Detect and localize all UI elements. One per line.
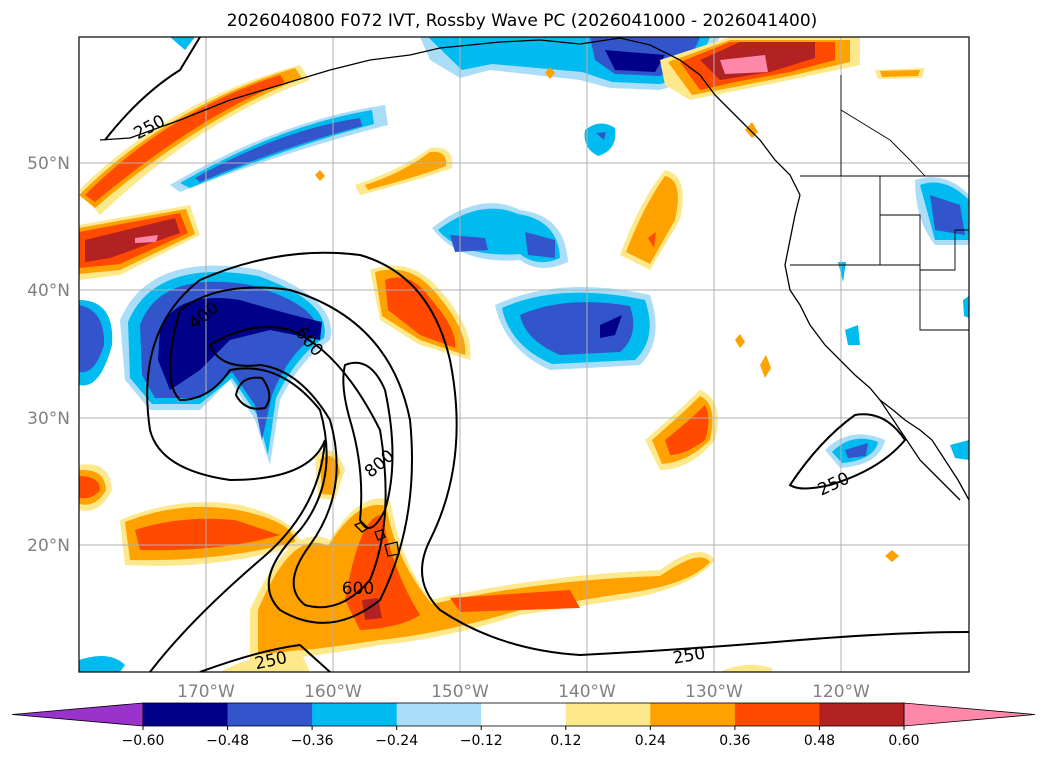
colorbar-bin <box>143 703 229 726</box>
negative-anomaly-region <box>584 123 616 156</box>
contour-250-baja <box>788 413 907 490</box>
coastlines <box>99 37 969 557</box>
longitude-labels: 170°W 160°W 150°W 140°W 130°W 120°W <box>177 682 870 702</box>
colorbar-extend-max <box>903 702 1036 727</box>
contour-250-pacific <box>199 643 331 672</box>
positive-anomaly-region <box>345 515 580 630</box>
contour-250 <box>104 37 201 141</box>
lon-tick-label: 170°W <box>177 682 235 702</box>
contour-800 <box>342 361 394 529</box>
colorbar-tick-label: 0.48 <box>804 733 835 749</box>
negative-anomaly-region <box>600 315 622 338</box>
lat-tick-label: 40°N <box>27 281 70 301</box>
contour-600 <box>208 326 387 609</box>
colorbar-tick-label: 0.24 <box>635 733 666 749</box>
colorbar-tick-label: 0.60 <box>888 733 919 749</box>
lat-tick-label: 20°N <box>27 536 70 556</box>
colorbar-tick-label: −0.60 <box>122 733 165 749</box>
positive-anomaly-region <box>79 476 100 499</box>
contour-400 <box>169 286 413 624</box>
colorbar-tick-label: −0.48 <box>206 733 249 749</box>
negative-anomaly-region <box>79 656 125 672</box>
positive-anomaly-region <box>135 518 280 551</box>
positive-anomaly-region <box>135 235 158 243</box>
colorbar-bin <box>650 703 736 726</box>
positive-anomaly-region <box>85 218 180 262</box>
map-panel: 250 250 400 600 800 600 250 250 <box>78 36 970 673</box>
negative-anomaly-region <box>930 195 965 235</box>
negative-anomaly-region <box>170 37 195 50</box>
colorbar-bin <box>227 703 313 726</box>
positive-anomaly-region <box>220 650 772 672</box>
alaska-coastline <box>99 37 801 196</box>
map-gridlines <box>79 37 969 672</box>
positive-anomaly-region <box>79 68 302 208</box>
contour-lines <box>104 37 969 672</box>
colorbar-tick-label: −0.12 <box>460 733 503 749</box>
colorbar-tick-label: 0.36 <box>719 733 750 749</box>
map-frame <box>78 36 970 673</box>
lon-tick-label: 130°W <box>685 682 743 702</box>
colorbar-bin <box>481 703 567 726</box>
negative-anomaly-region <box>79 305 105 373</box>
contour-label: 600 <box>342 579 374 599</box>
colorbar-bin <box>734 703 820 726</box>
negative-anomaly-region <box>195 118 362 182</box>
positive-anomaly-region <box>720 55 768 74</box>
negative-anomaly-region <box>450 232 555 258</box>
lon-tick-label: 120°W <box>812 682 870 702</box>
us-west-coastline <box>784 194 969 501</box>
latitude-labels: 50°N 40°N 30°N 20°N <box>27 154 70 556</box>
colorbar: −0.60 −0.48 −0.36 −0.24 −0.12 0.12 0.24 0.36 0.4… <box>11 702 1036 749</box>
negative-anomaly-region <box>845 443 868 458</box>
lat-tick-label: 50°N <box>27 154 70 174</box>
colorbar-bin <box>312 703 398 726</box>
positive-anomaly-region <box>365 151 447 190</box>
colorbar-tick-label: 0.12 <box>550 733 581 749</box>
positive-anomaly-region <box>880 70 920 77</box>
negative-anomaly-region <box>596 132 606 140</box>
colorbar-frame <box>142 702 905 727</box>
colorbar-bin <box>819 703 905 726</box>
baja-coastline <box>879 399 961 501</box>
colorbar-extend-min <box>11 702 144 727</box>
positive-anomaly-region <box>626 176 678 264</box>
negative-anomaly-region <box>520 302 634 355</box>
negative-anomaly-region <box>158 298 322 390</box>
lon-tick-label: 140°W <box>558 682 616 702</box>
positive-anomaly-region <box>385 277 456 348</box>
colorbar-bin <box>396 703 482 726</box>
positive-anomaly-region <box>79 65 310 215</box>
colorbar-tick-label: −0.36 <box>291 733 334 749</box>
positive-anomaly-region <box>85 75 285 202</box>
figure-title: 2026040800 F072 IVT, Rossby Wave PC (202… <box>227 11 818 31</box>
lon-tick-label: 160°W <box>304 682 362 702</box>
colorbar-tick-label: −0.24 <box>375 733 418 749</box>
contour-low-center <box>234 376 271 410</box>
lon-tick-label: 150°W <box>431 682 489 702</box>
state-borders <box>790 75 969 331</box>
negative-anomaly-region <box>605 50 665 72</box>
positive-anomaly-region <box>648 232 656 248</box>
colorbar-bin <box>565 703 651 726</box>
lat-tick-label: 30°N <box>27 409 70 429</box>
